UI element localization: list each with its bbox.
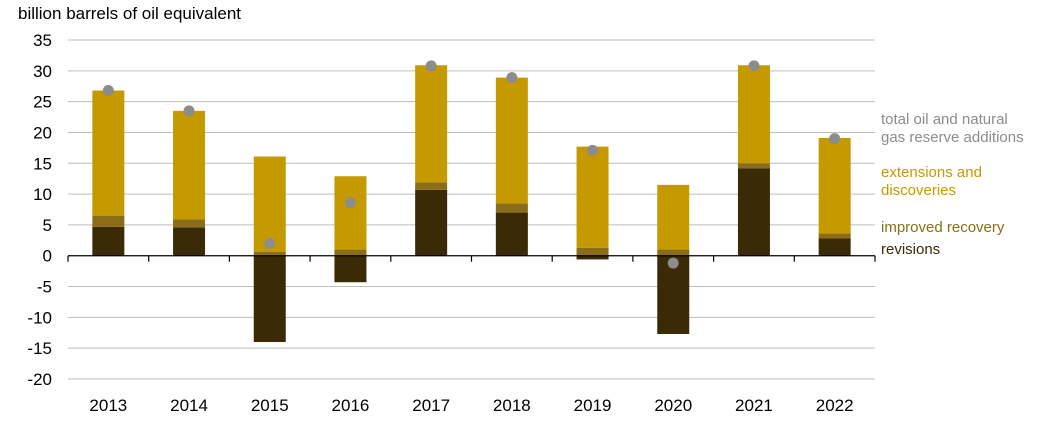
total-points [102, 60, 841, 269]
y-tick-label: -5 [37, 278, 52, 297]
x-tick-label: 2017 [412, 396, 450, 415]
bar-improved-recovery-2019 [576, 247, 609, 256]
total-point-2017 [425, 60, 437, 72]
y-tick-label: 10 [33, 185, 52, 204]
bar-revisions-2021 [737, 168, 770, 256]
bar-revisions-2013 [92, 226, 125, 256]
x-tick-label: 2020 [654, 396, 692, 415]
x-axis [67, 255, 876, 262]
bar-improved-recovery-2021 [737, 163, 770, 169]
legend-line: revisions [881, 241, 940, 258]
legend: total oil and natural gas reserve additio… [881, 111, 1024, 258]
total-point-2018 [506, 72, 518, 84]
y-tick-label: 25 [33, 93, 52, 112]
bar-improved-recovery-2016 [334, 249, 367, 256]
legend-line: total oil and natural [881, 111, 1008, 128]
y-tick-label: -10 [27, 308, 52, 327]
y-tick-label: 30 [33, 62, 52, 81]
x-tick-label: 2018 [493, 396, 531, 415]
x-tick-label: 2022 [816, 396, 854, 415]
y-axis-unit-label: billion barrels of oil equivalent [18, 4, 242, 23]
x-tick-labels: 2013 2014 2015 2016 2017 2018 2019 2020 2021 2022 [89, 396, 853, 415]
bar-revisions-2017 [415, 189, 448, 256]
total-point-2022 [829, 133, 841, 145]
x-tick-label: 2019 [574, 396, 612, 415]
bar-extensions-and-discoveries-2016 [334, 176, 367, 250]
legend-item-total-oil-and-natural-gas-reserve-additions: total oil and natural gas reserve additio… [881, 111, 1024, 146]
bar-improved-recovery-2022 [818, 233, 851, 239]
bar-improved-recovery-2018 [495, 203, 528, 213]
bar-revisions-2015 [253, 255, 286, 343]
x-tick-label: 2015 [251, 396, 289, 415]
legend-line: improved recovery [881, 219, 1005, 236]
bar-extensions-and-discoveries-2019 [576, 146, 609, 248]
y-tick-label: -20 [27, 370, 52, 389]
bar-extensions-and-discoveries-2020 [657, 184, 690, 250]
y-tick-label: 20 [33, 123, 52, 142]
bar-revisions-2016 [334, 255, 367, 283]
y-tick-label: -15 [27, 339, 52, 358]
total-point-2014 [183, 105, 195, 117]
total-point-2013 [102, 85, 114, 97]
bar-revisions-2022 [818, 238, 851, 256]
legend-line: gas reserve additions [881, 129, 1024, 146]
bar-improved-recovery-2017 [415, 182, 448, 190]
total-point-2015 [264, 237, 276, 249]
bar-improved-recovery-2013 [92, 215, 125, 227]
bar-improved-recovery-2015 [253, 252, 286, 256]
bar-extensions-and-discoveries-2021 [737, 65, 770, 164]
y-tick-label: 0 [43, 247, 52, 266]
bar-stacks [92, 65, 851, 343]
bar-extensions-and-discoveries-2014 [173, 110, 206, 220]
legend-line: discoveries [881, 182, 956, 199]
bar-revisions-2014 [173, 227, 206, 256]
x-tick-label: 2013 [89, 396, 127, 415]
bar-extensions-and-discoveries-2017 [415, 65, 448, 183]
y-tick-label: 5 [43, 216, 52, 235]
total-point-2021 [748, 60, 760, 72]
y-tick-label: 15 [33, 154, 52, 173]
y-tick-label: 35 [33, 31, 52, 50]
legend-line: extensions and [881, 164, 982, 181]
legend-item-improved-recovery: improved recovery [881, 219, 1005, 236]
bar-extensions-and-discoveries-2013 [92, 90, 125, 216]
bar-improved-recovery-2020 [657, 249, 690, 256]
bar-extensions-and-discoveries-2022 [818, 138, 851, 234]
total-point-2020 [667, 257, 679, 269]
bar-extensions-and-discoveries-2015 [253, 156, 286, 253]
bar-extensions-and-discoveries-2018 [495, 77, 528, 204]
total-point-2016 [344, 197, 356, 209]
x-tick-label: 2016 [332, 396, 370, 415]
bar-revisions-2020 [657, 255, 690, 335]
bar-revisions-2019 [576, 255, 609, 260]
legend-item-revisions: revisions [881, 241, 940, 258]
y-tick-labels: 35 30 25 20 15 10 5 0 -5 -10 -15 -20 [27, 31, 52, 389]
total-point-2019 [587, 144, 599, 156]
x-tick-label: 2014 [170, 396, 208, 415]
bar-revisions-2018 [495, 212, 528, 256]
bar-improved-recovery-2014 [173, 219, 206, 228]
legend-item-extensions-and-discoveries: extensions and discoveries [881, 164, 982, 199]
x-tick-label: 2021 [735, 396, 773, 415]
